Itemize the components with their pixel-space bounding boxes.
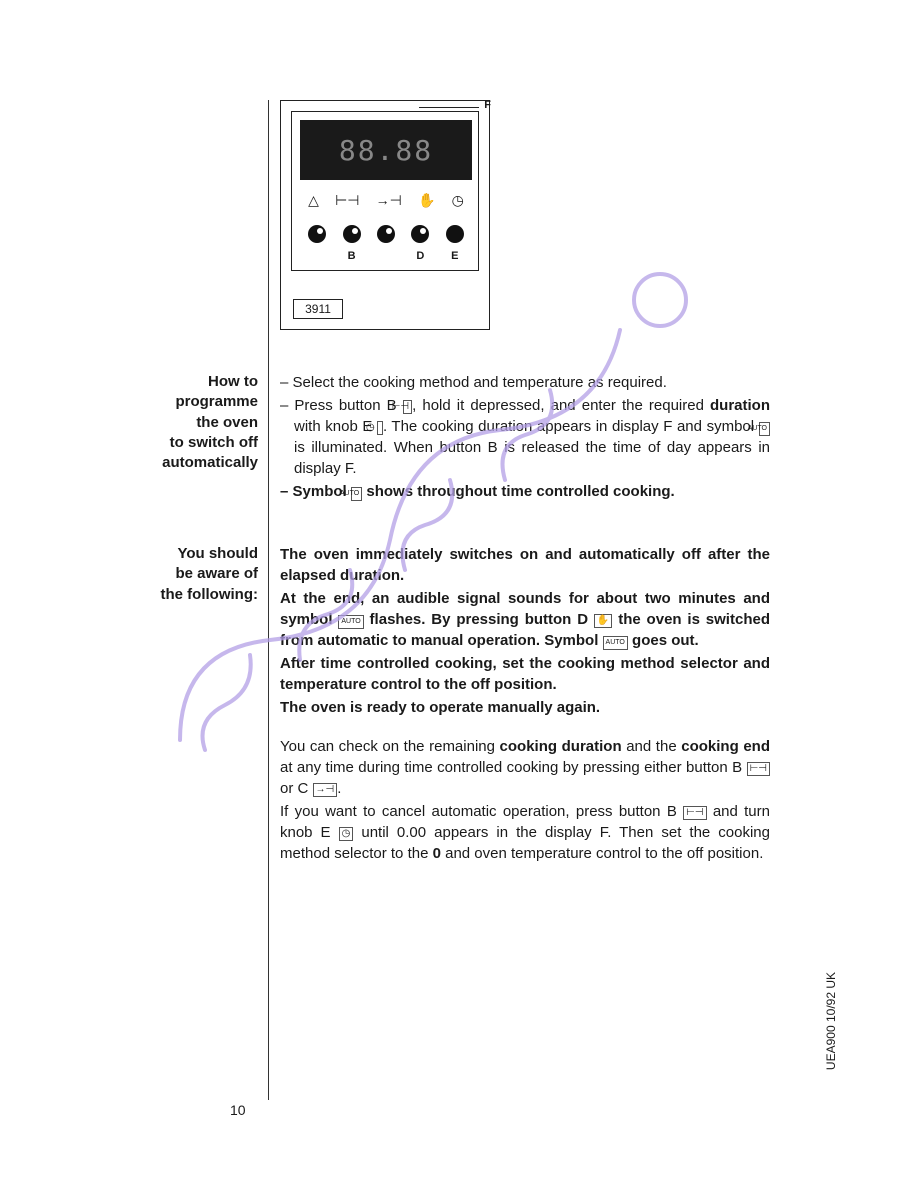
aware-p3: After time controlled cooking, set the c… xyxy=(280,653,770,695)
manual-page: F 88.88 △ ⊢⊣ →⊣ ✋ ◷ B xyxy=(100,100,790,1100)
duration-icon: ⊢⊣ xyxy=(335,192,359,209)
duration-icon: ⊢⊣ xyxy=(403,400,412,414)
oven-timer-diagram: F 88.88 △ ⊢⊣ →⊣ ✋ ◷ B xyxy=(280,100,490,330)
duration-icon: ⊢⊣ xyxy=(747,762,770,776)
vertical-divider xyxy=(268,100,269,1100)
knob-e xyxy=(446,225,464,243)
auto-icon: AUTO xyxy=(603,636,628,650)
auto-icon: AUTO xyxy=(338,615,363,629)
auto-icon: AUTO xyxy=(759,422,770,436)
aware-p5: You can check on the remaining cooking d… xyxy=(280,736,770,799)
auto-icon: AUTO xyxy=(351,487,362,501)
clock-icon: ◷ xyxy=(452,192,464,209)
heading-be-aware: You should be aware of the following: xyxy=(100,544,258,605)
label-f: F xyxy=(484,99,491,111)
manual-icon: ✋ xyxy=(594,614,612,628)
manual-icon: ✋ xyxy=(418,192,435,209)
document-code: UEA900 10/92 UK xyxy=(824,972,838,1070)
aware-p6: If you want to cancel automatic operatio… xyxy=(280,801,770,864)
knob-a xyxy=(308,225,326,243)
step-1: – Select the cooking method and temperat… xyxy=(280,372,770,393)
label-b: B xyxy=(343,250,361,266)
clock-icon: ◷ xyxy=(339,827,354,841)
symbol-row: △ ⊢⊣ →⊣ ✋ ◷ xyxy=(300,188,472,212)
display-digits: 88.88 xyxy=(339,134,433,167)
aware-p1: The oven immediately switches on and aut… xyxy=(280,544,770,586)
knob-c xyxy=(377,225,395,243)
aware-p4: The oven is ready to operate manually ag… xyxy=(280,697,770,718)
end-icon: →⊣ xyxy=(376,192,402,209)
page-number: 10 xyxy=(230,1102,246,1118)
knob-b xyxy=(343,225,361,243)
heading-how-to: How to programme the oven to switch off … xyxy=(100,372,258,473)
step-3: – Symbol AUTO shows throughout time cont… xyxy=(280,481,770,502)
label-e: E xyxy=(446,250,464,266)
model-number: 3911 xyxy=(293,299,343,319)
label-d: D xyxy=(411,250,429,266)
duration-icon: ⊢⊣ xyxy=(683,806,706,820)
step-2: – Press button B ⊢⊣, hold it depressed, … xyxy=(280,395,770,479)
timer-display: 88.88 xyxy=(300,120,472,180)
button-row xyxy=(300,220,472,248)
bell-icon: △ xyxy=(308,192,319,209)
aware-p2: At the end, an audible signal sounds for… xyxy=(280,588,770,651)
button-label-row: B D E xyxy=(300,250,472,266)
end-icon: →⊣ xyxy=(313,783,338,797)
knob-d xyxy=(411,225,429,243)
